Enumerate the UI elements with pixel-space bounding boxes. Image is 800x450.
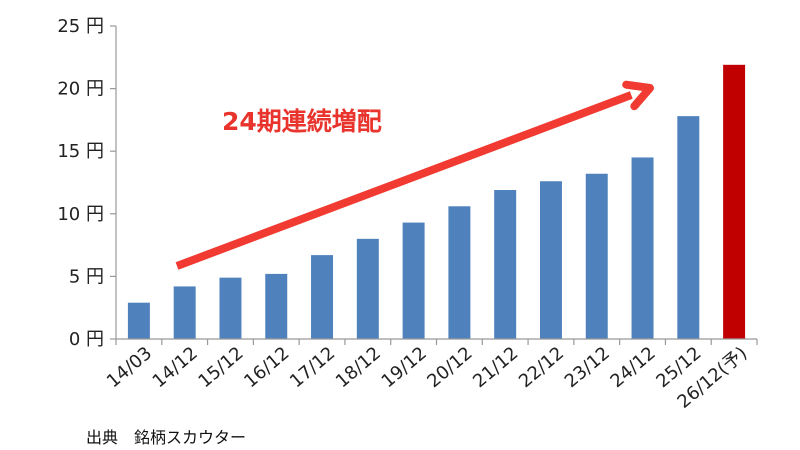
- arrow-head: [622, 80, 654, 111]
- y-tick-label: 20 円: [57, 79, 104, 100]
- trend-arrow: [175, 80, 654, 270]
- y-tick-label: 5 円: [69, 266, 104, 287]
- y-tick-label: 15 円: [57, 141, 104, 162]
- y-tick-label: 0 円: [69, 329, 104, 350]
- x-tick-label: 21/12: [469, 343, 522, 392]
- bar-21/12: [494, 190, 517, 339]
- x-tick-label: 20/12: [423, 343, 476, 392]
- bar-16/12: [265, 273, 288, 339]
- bar-15/12: [219, 277, 242, 339]
- x-tick-label: 14/03: [103, 343, 156, 392]
- bar-14/12: [173, 286, 196, 339]
- x-tick-label: 22/12: [515, 343, 568, 392]
- bar-20/12: [448, 206, 471, 339]
- y-axis: 0 円 5 円 10 円 15 円 20 円 25 円: [57, 16, 117, 350]
- bar-26/12(予): [723, 64, 746, 339]
- x-tick-label: 19/12: [378, 343, 431, 392]
- y-tick-label: 25 円: [57, 16, 104, 37]
- x-tick-label: 17/12: [286, 343, 339, 392]
- bars: [127, 64, 746, 339]
- bar-18/12: [356, 238, 379, 339]
- bar-19/12: [402, 222, 425, 339]
- bar-23/12: [585, 173, 608, 339]
- x-tick-label: 24/12: [607, 343, 660, 392]
- source-caption: 出典 銘柄スカウター: [86, 428, 247, 447]
- bar-22/12: [539, 181, 562, 339]
- x-tick-label: 15/12: [194, 343, 247, 392]
- y-tick-label: 10 円: [57, 204, 104, 225]
- bar-24/12: [631, 157, 654, 339]
- x-tick-label: 18/12: [332, 343, 385, 392]
- arrow-shaft: [175, 91, 633, 270]
- chart-annotation: 24期連続増配: [222, 107, 382, 136]
- bar-25/12: [677, 116, 700, 339]
- bar-17/12: [311, 255, 334, 339]
- x-axis: 14/0314/1215/1216/1217/1218/1219/1220/12…: [103, 338, 758, 413]
- bar-14/03: [127, 302, 150, 339]
- x-tick-label: 16/12: [240, 343, 293, 392]
- x-tick-label: 14/12: [149, 343, 202, 392]
- x-tick-label: 23/12: [561, 343, 614, 392]
